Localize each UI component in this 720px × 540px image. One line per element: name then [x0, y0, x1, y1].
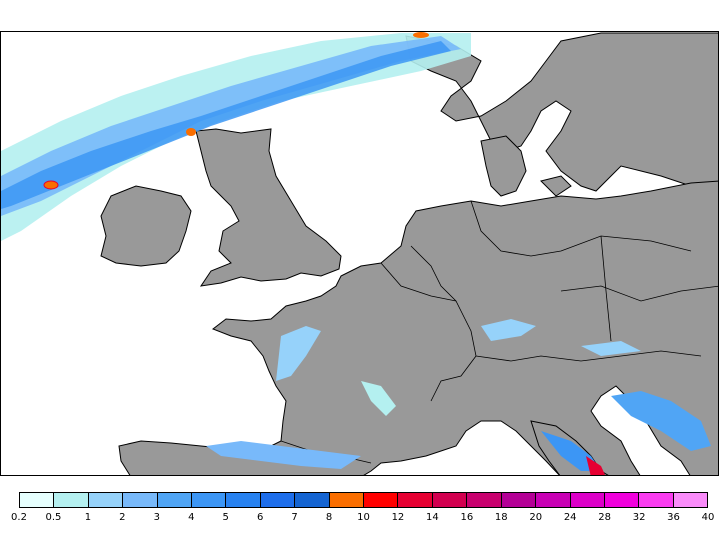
legend-swatch	[157, 493, 193, 507]
precipitation-map	[0, 31, 719, 476]
ireland-land	[100, 185, 192, 267]
legend-swatch	[570, 493, 605, 507]
legend-label: 1	[84, 512, 92, 523]
legend-swatch	[329, 493, 365, 507]
legend-swatch	[192, 493, 227, 507]
precip-light-patch	[276, 326, 321, 381]
legend-label: 3	[153, 512, 160, 523]
map-canvas	[1, 32, 718, 475]
precip-mid-patch	[611, 391, 711, 451]
legend-labels: 0.2 0.5 1 2 3 4 5 6 7 8 10 12 14 16 18 20 24 28 32 36 40	[0, 512, 720, 526]
legend-swatch	[364, 493, 399, 507]
legend-swatch	[673, 493, 708, 507]
legend-swatch	[467, 493, 502, 507]
continent-land	[118, 180, 718, 475]
legend-swatch	[536, 493, 571, 507]
legend-label: 7	[291, 512, 298, 523]
legend-swatch	[88, 493, 124, 507]
legend-label: 18	[494, 512, 508, 523]
legend-swatch	[398, 493, 433, 507]
legend-label: 10	[357, 512, 370, 523]
legend-label: 8	[325, 512, 333, 523]
precip-legend	[19, 492, 708, 510]
precip-mid-patch	[541, 431, 601, 471]
great-britain-land	[195, 128, 342, 287]
precip-mid-patch	[206, 441, 361, 469]
legend-label: 2	[119, 512, 126, 523]
legend-swatch	[226, 493, 261, 507]
legend-label: 0.5	[45, 512, 62, 523]
legend-label: 14	[426, 512, 439, 523]
legend-label: 12	[391, 512, 405, 523]
precip-light-patch	[581, 341, 641, 356]
legend-swatch	[260, 493, 296, 507]
baltic-island	[540, 175, 572, 197]
precip-light-patch	[361, 381, 396, 416]
precip-band-light	[1, 33, 471, 241]
precip-heavy-cell	[186, 128, 196, 136]
legend-label: 0.2	[11, 512, 27, 523]
legend-swatch	[295, 493, 330, 507]
precip-light-patch	[481, 319, 536, 341]
legend-label: 5	[222, 512, 229, 523]
legend-label: 40	[701, 512, 715, 523]
legend-swatch	[20, 493, 55, 507]
precip-heavy-cell	[413, 32, 429, 38]
legend-swatch	[432, 493, 468, 507]
precip-layer	[1, 32, 711, 475]
legend-label: 24	[563, 512, 577, 523]
legend-colorbar	[19, 492, 708, 508]
legend-swatch	[54, 493, 89, 507]
legend-label: 4	[188, 512, 195, 523]
precip-band-strong	[1, 41, 451, 209]
legend-label: 36	[667, 512, 680, 523]
legend-swatch	[123, 493, 158, 507]
legend-label: 32	[632, 512, 646, 523]
precip-heavy-cell	[43, 180, 59, 190]
legend-label: 28	[598, 512, 612, 523]
legend-label: 16	[460, 512, 474, 523]
legend-label: 6	[256, 512, 264, 523]
legend-swatch	[501, 493, 537, 507]
legend-label: 20	[529, 512, 543, 523]
legend-swatch	[604, 493, 640, 507]
denmark-land	[480, 135, 527, 197]
precip-heavy-patch	[586, 456, 606, 475]
legend-swatch	[639, 493, 674, 507]
